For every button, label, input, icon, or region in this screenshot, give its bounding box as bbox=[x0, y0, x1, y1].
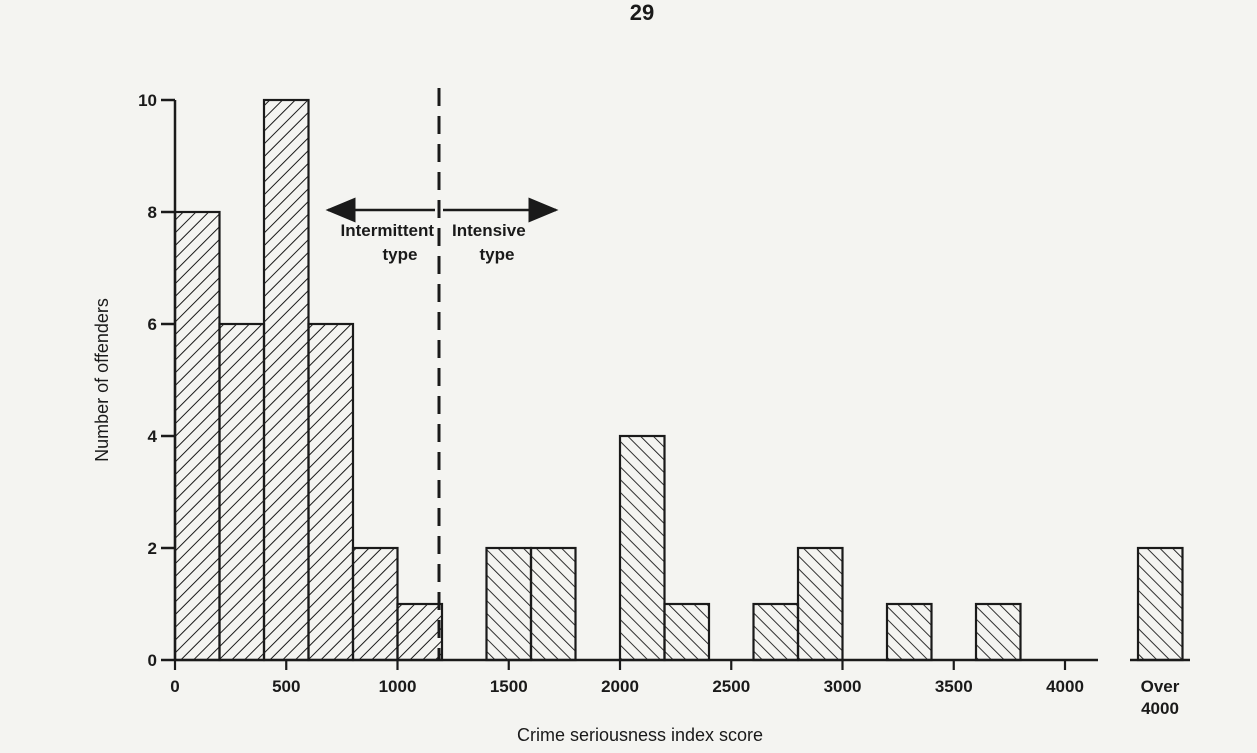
bar-400 bbox=[262, 98, 310, 662]
bar-200 bbox=[218, 322, 266, 662]
x-tick-label-500: 500 bbox=[272, 677, 300, 696]
annotation-intermittent-line2: type bbox=[383, 245, 418, 264]
annotation-intensive-line2: type bbox=[480, 245, 515, 264]
x-tick-label-1500: 1500 bbox=[490, 677, 528, 696]
x-tick-label-3000: 3000 bbox=[824, 677, 862, 696]
bar-0 bbox=[173, 210, 221, 662]
bar-3200 bbox=[885, 602, 933, 662]
y-tick-label-2: 2 bbox=[148, 539, 157, 558]
x-tick-label-over-line1: Over bbox=[1141, 677, 1180, 696]
y-axis-label: Number of offenders bbox=[92, 298, 112, 462]
bar-2000 bbox=[618, 434, 666, 662]
x-tick-label-3500: 3500 bbox=[935, 677, 973, 696]
y-tick-label-10: 10 bbox=[138, 91, 157, 110]
bar-1400 bbox=[485, 546, 533, 662]
y-tick-label-6: 6 bbox=[148, 315, 157, 334]
bars-group bbox=[173, 98, 1184, 662]
page-number: 29 bbox=[630, 0, 654, 25]
bar-2800 bbox=[796, 546, 844, 662]
axes-group bbox=[173, 100, 1190, 662]
bar-3600 bbox=[974, 602, 1022, 662]
annotation-intermittent-line1: Intermittent bbox=[341, 221, 435, 240]
bar-1600 bbox=[529, 546, 577, 662]
bar-2600 bbox=[752, 602, 800, 662]
x-tick-label-0: 0 bbox=[170, 677, 179, 696]
bar-1000 bbox=[396, 602, 444, 662]
x-tick-label-2000: 2000 bbox=[601, 677, 639, 696]
x-tick-label-2500: 2500 bbox=[712, 677, 750, 696]
ticks-group: 0 2 4 6 8 10 0 500 1000 1500 2000 2500 3000 3500 4000 bbox=[138, 91, 1084, 696]
bar-800 bbox=[351, 546, 399, 662]
bar-2200 bbox=[663, 602, 711, 662]
y-tick-label-8: 8 bbox=[148, 203, 157, 222]
y-tick-label-4: 4 bbox=[148, 427, 158, 446]
x-tick-label-4000: 4000 bbox=[1046, 677, 1084, 696]
x-tick-label-1000: 1000 bbox=[379, 677, 417, 696]
bar-over-4000 bbox=[1136, 546, 1184, 662]
annotation-intensive-line1: Intensive bbox=[452, 221, 526, 240]
y-tick-label-0: 0 bbox=[148, 651, 157, 670]
bar-600 bbox=[307, 322, 355, 662]
x-axis-label: Crime seriousness index score bbox=[517, 725, 763, 745]
x-tick-label-over-line2: 4000 bbox=[1141, 699, 1179, 718]
